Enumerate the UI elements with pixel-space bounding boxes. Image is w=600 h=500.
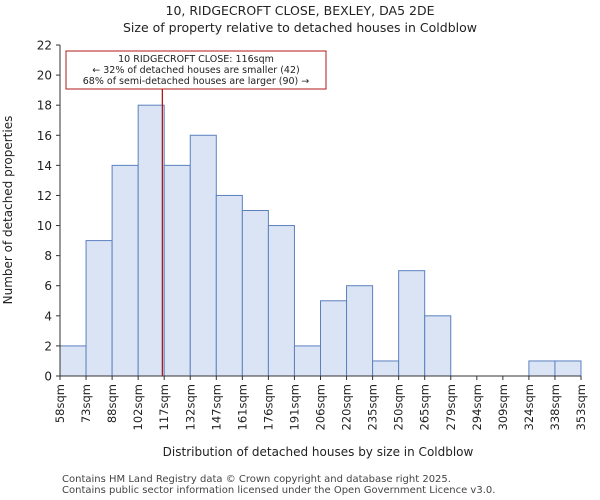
- bar-176sqm: [267, 225, 295, 377]
- x-tick-label-279sqm: 279sqm: [444, 384, 458, 430]
- bar-220sqm: [346, 285, 374, 377]
- chart-title: 10, RIDGECROFT CLOSE, BEXLEY, DA5 2DE: [165, 3, 435, 18]
- y-axis-label: Number of detached properties: [1, 116, 15, 305]
- bar-161sqm: [241, 210, 269, 377]
- x-tick-label-176sqm: 176sqm: [261, 384, 275, 430]
- y-tick-label: 16: [37, 129, 52, 143]
- bar-102sqm: [137, 104, 165, 377]
- bar-265sqm: [424, 315, 452, 377]
- x-tick-label-324sqm: 324sqm: [522, 384, 536, 430]
- x-tick-label-102sqm: 102sqm: [131, 384, 145, 430]
- bar-250sqm: [398, 270, 426, 377]
- y-tick-label: 20: [37, 69, 52, 83]
- bar-88sqm: [111, 164, 139, 377]
- bars-group: [59, 104, 582, 377]
- y-tick-label: 4: [44, 309, 52, 323]
- x-tick-label-265sqm: 265sqm: [418, 384, 432, 430]
- x-tick-label-132sqm: 132sqm: [183, 384, 197, 430]
- x-tick-label-220sqm: 220sqm: [340, 384, 354, 430]
- x-tick-label-161sqm: 161sqm: [235, 384, 249, 430]
- footer-line-1: Contains HM Land Registry data © Crown c…: [62, 474, 451, 485]
- bar-191sqm: [293, 345, 322, 377]
- x-tick-label-235sqm: 235sqm: [366, 384, 380, 430]
- annotation-line-2: ← 32% of detached houses are smaller (42…: [92, 65, 299, 76]
- x-tick-label-147sqm: 147sqm: [209, 384, 223, 430]
- x-tick-label-206sqm: 206sqm: [314, 384, 328, 430]
- bar-235sqm: [372, 360, 400, 377]
- x-tick-label-73sqm: 73sqm: [79, 384, 93, 423]
- y-tick-label: 0: [44, 370, 52, 384]
- x-axis: 58sqm 73sqm 88sqm 102sqm 117sqm 132sqm 147sqm 1…: [53, 376, 588, 430]
- x-tick-label-250sqm: 250sqm: [392, 384, 406, 430]
- y-tick-label: 10: [37, 219, 52, 233]
- x-tick-label-309sqm: 309sqm: [496, 384, 510, 430]
- bar-206sqm: [320, 300, 348, 377]
- footer-line-2: Contains public sector information licen…: [62, 485, 496, 496]
- bar-324sqm: [528, 360, 556, 377]
- annotation-line-3: 68% of semi-detached houses are larger (…: [83, 76, 310, 87]
- x-tick-label-353sqm: 353sqm: [574, 384, 588, 430]
- x-axis-label: Distribution of detached houses by size …: [163, 445, 474, 459]
- y-tick-label: 22: [37, 39, 52, 53]
- y-tick-label: 2: [44, 339, 52, 353]
- annotation-box: 10 RIDGECROFT CLOSE: 116sqm ← 32% of det…: [65, 50, 327, 90]
- bar-132sqm: [189, 134, 217, 377]
- y-tick-label: 8: [44, 249, 52, 263]
- bar-58sqm: [59, 345, 87, 377]
- annotation-line-1: 10 RIDGECROFT CLOSE: 116sqm: [118, 54, 274, 65]
- bar-73sqm: [85, 240, 113, 377]
- x-tick-label-338sqm: 338sqm: [548, 384, 562, 430]
- y-tick-label: 14: [37, 159, 52, 173]
- x-tick-label-88sqm: 88sqm: [105, 384, 119, 423]
- y-tick-label: 18: [37, 99, 52, 113]
- x-tick-label-58sqm: 58sqm: [53, 384, 67, 423]
- chart-subtitle: Size of property relative to detached ho…: [123, 20, 477, 35]
- y-tick-label: 12: [37, 189, 52, 203]
- x-tick-label-294sqm: 294sqm: [470, 384, 484, 430]
- y-axis: 0 2 4 6 8 10 12 14 16 18 20 22: [37, 39, 60, 384]
- y-tick-label: 6: [44, 279, 52, 293]
- bar-147sqm: [215, 194, 243, 377]
- bar-338sqm: [554, 360, 582, 377]
- bar-117sqm: [163, 164, 191, 377]
- x-tick-label-117sqm: 117sqm: [157, 384, 171, 430]
- x-tick-label-191sqm: 191sqm: [287, 384, 301, 430]
